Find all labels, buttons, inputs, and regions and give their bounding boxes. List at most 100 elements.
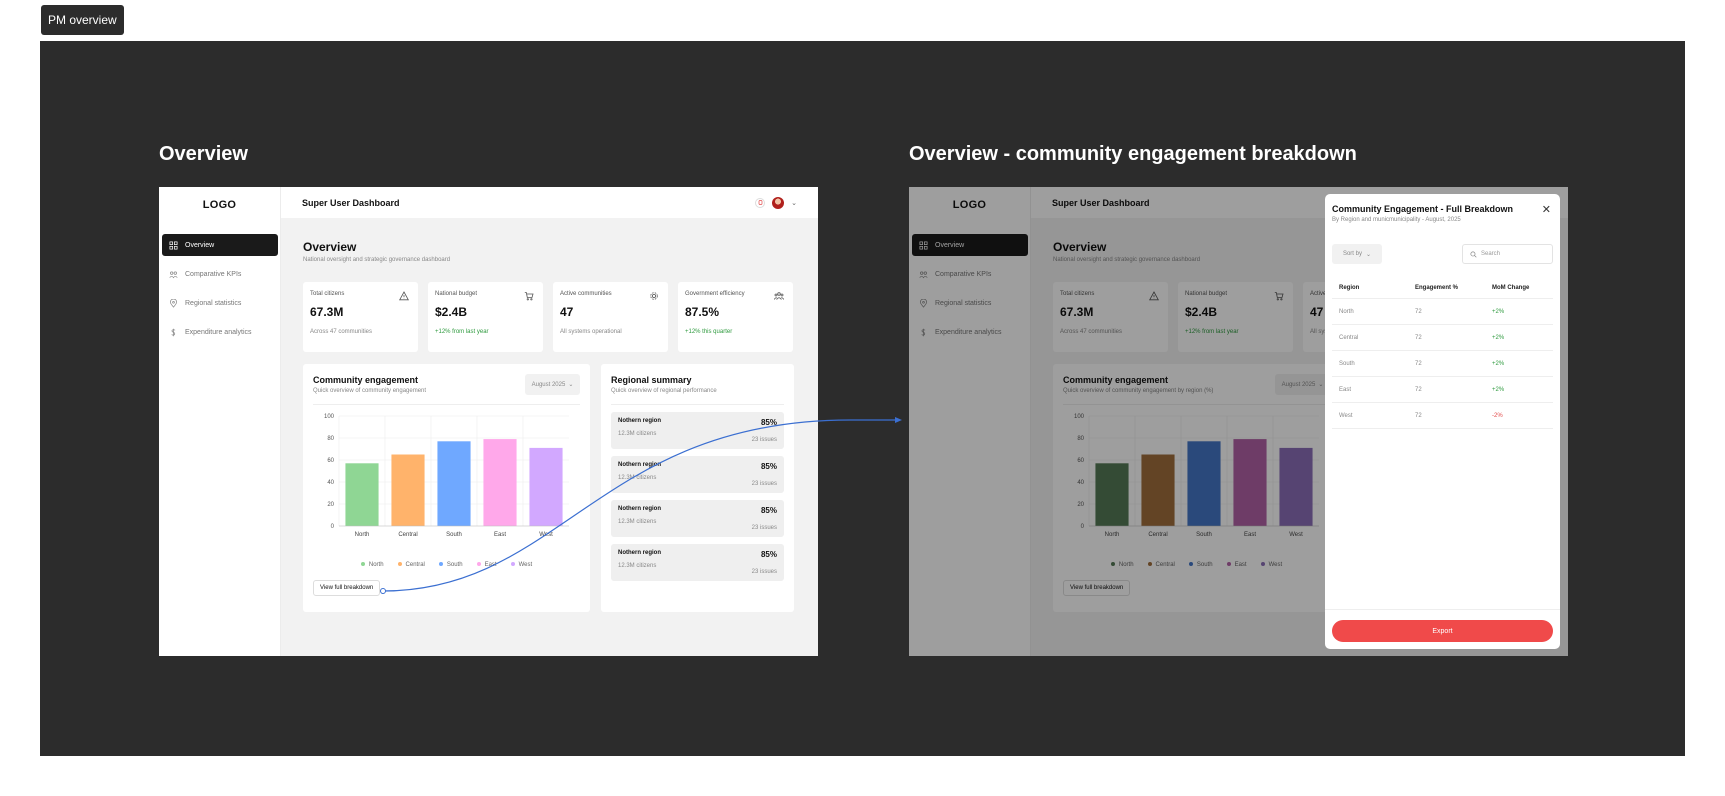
users-icon (919, 271, 928, 278)
month-selector[interactable]: August 2025 ⌄ (525, 374, 580, 395)
bar-south (437, 441, 471, 526)
alert-triangle-icon (399, 291, 409, 301)
y-tick-label: 100 (1074, 414, 1085, 420)
close-icon[interactable]: ✕ (1541, 204, 1551, 216)
modal-footer-divider (1325, 609, 1560, 610)
cell-region: South (1339, 360, 1355, 367)
bar-central (1141, 454, 1175, 526)
stat-note: All systems operational (560, 329, 622, 335)
cell-region: Central (1339, 334, 1359, 341)
stat-card: Total citizens 67.3M Across 47 communities (1053, 282, 1168, 352)
community-engagement-card: Community engagement Quick overview of c… (303, 364, 590, 612)
legend-swatch (476, 562, 481, 567)
sidebar-item-label: Overview (185, 241, 215, 249)
cell-engagement: 72 (1415, 334, 1422, 341)
regional-item[interactable]: Nothern region 12.3M citizens 85% 23 issues (611, 544, 784, 581)
month-selector[interactable]: August 2025 ⌄ (1275, 374, 1330, 395)
table-row[interactable]: West 72 -2% (1332, 403, 1553, 429)
sidebar-item-expenditure-analytics[interactable]: Expenditure analytics (162, 321, 278, 343)
stat-card: National budget $2.4B +12% from last year (1178, 282, 1293, 352)
chevron-down-icon: ⌄ (1365, 251, 1372, 258)
column-header: Engagement % (1415, 284, 1459, 291)
chevron-down-icon: ⌄ (1318, 382, 1324, 388)
modal-title: Community Engagement - Full Breakdown (1332, 204, 1514, 214)
regional-item[interactable]: Nothern region 12.3M citizens 85% 23 issues (611, 412, 784, 449)
month-label: August 2025 (1281, 381, 1316, 388)
y-tick-label: 80 (1077, 436, 1084, 442)
regional-item[interactable]: Nothern region 12.3M citizens 85% 23 issues (611, 456, 784, 493)
bar-central (391, 454, 425, 526)
sidebar: LOGO Overview Comparative KPIs Regional st… (159, 187, 281, 656)
map-pin-icon (169, 298, 178, 308)
chevron-down-icon: ⌄ (568, 382, 574, 388)
search-icon (1470, 250, 1477, 258)
bar-east (1233, 439, 1267, 526)
sidebar-item-overview[interactable]: Overview (162, 234, 278, 256)
export-button[interactable]: Export (1332, 620, 1553, 642)
table-header: Region Engagement % MoM Change (1332, 277, 1553, 299)
modal-subtitle: By Region and municmunicipality - August… (1332, 217, 1461, 223)
breakdown-screen: LOGO Overview Comparative KPIs Regional st… (909, 187, 1568, 656)
cart-icon (1274, 292, 1284, 301)
x-tick-label: North (355, 532, 370, 538)
region-percent: 85% (760, 506, 777, 515)
region-name: Nothern region (618, 462, 661, 468)
breakdown-table: Region Engagement % MoM Change North 72 +2% Ce… (1332, 277, 1553, 429)
avatar[interactable] (772, 196, 785, 209)
bar-south (1187, 441, 1221, 526)
y-tick-label: 60 (327, 458, 334, 464)
engagement-title: Community engagement (1063, 375, 1169, 385)
sidebar-item-label: Regional statistics (935, 299, 992, 307)
stat-note: Across 47 communities (1060, 329, 1123, 335)
sidebar-item-overview[interactable]: Overview (912, 234, 1028, 256)
legend-swatch (1260, 562, 1265, 567)
sort-by-dropdown[interactable]: Sort by ⌄ (1332, 244, 1382, 264)
legend-label: West (518, 562, 533, 568)
header-title: Super User Dashboard (302, 197, 400, 208)
sidebar-item-label: Expenditure analytics (935, 328, 1002, 336)
search-input[interactable]: Search (1462, 244, 1553, 264)
sidebar-item-regional-statistics[interactable]: Regional statistics (912, 292, 1028, 314)
regional-item[interactable]: Nothern region 12.3M citizens 85% 23 issues (611, 500, 784, 537)
legend-item: East (1226, 562, 1247, 568)
notification-bell-icon[interactable] (755, 197, 766, 208)
y-tick-label: 60 (1077, 458, 1084, 464)
stat-note: +12% from last year (435, 329, 489, 335)
stat-note: Across 47 communities (310, 329, 373, 335)
legend-swatch (1188, 562, 1193, 567)
cell-region: West (1339, 412, 1353, 419)
x-tick-label: West (1289, 532, 1303, 538)
table-row[interactable]: East 72 +2% (1332, 377, 1553, 403)
sort-label: Sort by (1342, 251, 1362, 257)
stat-label: Active communities (560, 291, 612, 297)
legend-swatch (438, 562, 443, 567)
sidebar-item-regional-statistics[interactable]: Regional statistics (162, 292, 278, 314)
x-tick-label: Central (1148, 532, 1167, 538)
grid-icon (169, 241, 178, 249)
table-row[interactable]: North 72 +2% (1332, 299, 1553, 325)
view-full-breakdown-button[interactable]: View full breakdown (313, 580, 381, 596)
regional-subtitle: Quick overview of regional performance (611, 388, 717, 394)
top-bar: Super User Dashboard ⌄ (281, 187, 818, 218)
bar-north (345, 463, 379, 526)
view-full-breakdown-button[interactable]: View full breakdown (1063, 580, 1131, 596)
y-tick-label: 40 (1077, 480, 1084, 486)
table-row[interactable]: South 72 +2% (1332, 351, 1553, 377)
stat-value: 47 (1310, 305, 1324, 319)
sidebar-item-comparative-kpis[interactable]: Comparative KPIs (162, 263, 278, 285)
sidebar-item-comparative-kpis[interactable]: Comparative KPIs (912, 263, 1028, 285)
sidebar: LOGO Overview Comparative KPIs Regional st… (909, 187, 1031, 656)
table-row[interactable]: Central 72 +2% (1332, 325, 1553, 351)
month-label: August 2025 (531, 381, 566, 388)
logo: LOGO (952, 199, 987, 211)
stat-card: Total citizens 67.3M Across 47 communities (303, 282, 418, 352)
chevron-down-icon[interactable]: ⌄ (791, 199, 797, 207)
legend-item: South (438, 562, 463, 568)
x-tick-label: North (1105, 532, 1120, 538)
gear-icon (650, 292, 658, 300)
sidebar-item-expenditure-analytics[interactable]: Expenditure analytics (912, 321, 1028, 343)
bar-east (483, 439, 517, 526)
chart-legend: North Central South East West (1053, 562, 1340, 568)
overview-screen: LOGO Overview Comparative KPIs Regional st… (159, 187, 818, 656)
x-tick-label: Central (398, 532, 417, 538)
